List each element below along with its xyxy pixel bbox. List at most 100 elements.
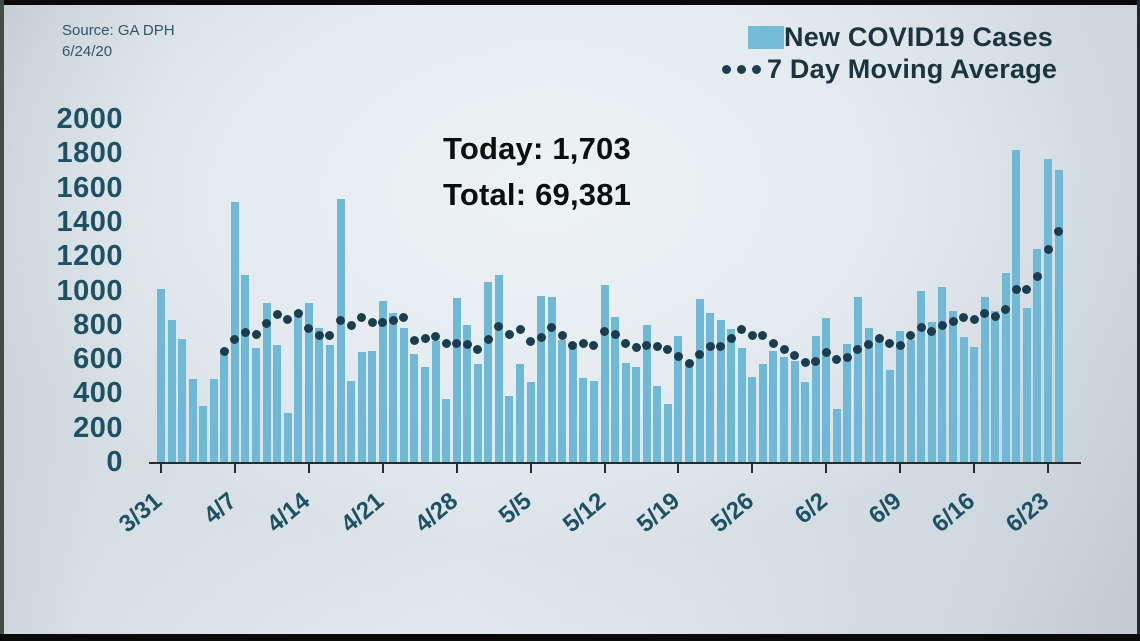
moving-average-dot bbox=[1032, 272, 1042, 282]
x-axis-tick bbox=[825, 464, 828, 473]
x-axis-tick bbox=[381, 464, 384, 473]
x-axis-tick bbox=[233, 464, 236, 473]
moving-average-dot bbox=[272, 309, 282, 319]
x-axis-tick-label: 5/5 bbox=[494, 487, 537, 530]
moving-average-dot bbox=[388, 315, 398, 325]
bar bbox=[209, 379, 218, 462]
bar bbox=[410, 354, 419, 462]
bar bbox=[442, 399, 451, 462]
bar bbox=[199, 406, 208, 462]
bar bbox=[1001, 273, 1010, 462]
x-axis-tick-label: 3/31 bbox=[114, 487, 168, 538]
bar bbox=[695, 298, 704, 462]
moving-average-dot bbox=[758, 331, 768, 341]
y-axis-tick-label: 600 bbox=[73, 343, 123, 376]
bar bbox=[547, 297, 556, 462]
bar bbox=[368, 350, 377, 462]
x-axis-tick bbox=[899, 464, 902, 473]
bar bbox=[347, 381, 356, 462]
x-axis-tick-label: 4/14 bbox=[262, 487, 316, 538]
moving-average-dot bbox=[906, 330, 916, 340]
bar bbox=[896, 331, 905, 462]
moving-average-dot bbox=[536, 332, 546, 342]
x-axis-tick bbox=[307, 464, 310, 473]
bar bbox=[357, 352, 366, 462]
bar bbox=[822, 317, 831, 462]
bar bbox=[843, 343, 852, 462]
bar bbox=[178, 338, 187, 462]
moving-average-dot bbox=[737, 325, 747, 335]
bar bbox=[949, 311, 957, 462]
moving-average-dot bbox=[1043, 245, 1053, 255]
plot-area bbox=[149, 119, 1081, 473]
bar bbox=[484, 282, 493, 462]
moving-average-dot bbox=[716, 341, 726, 351]
moving-average-dot bbox=[790, 350, 800, 360]
moving-average-dot bbox=[346, 321, 356, 331]
moving-average-dot bbox=[409, 335, 419, 345]
y-axis-tick-label: 1600 bbox=[56, 171, 123, 204]
bar bbox=[906, 340, 915, 462]
moving-average-dot bbox=[441, 338, 451, 348]
x-axis-tick-label: 6/16 bbox=[927, 487, 981, 538]
moving-average-dot bbox=[304, 323, 314, 333]
moving-average-dot bbox=[378, 317, 388, 327]
x-axis-tick-label: 6/9 bbox=[863, 487, 907, 530]
moving-average-dot bbox=[293, 309, 303, 319]
y-axis-tick-label: 200 bbox=[73, 411, 123, 444]
bar bbox=[1044, 158, 1053, 462]
bar bbox=[516, 363, 525, 462]
y-axis-tick-label: 800 bbox=[73, 308, 123, 341]
moving-average-dot bbox=[325, 331, 335, 341]
bar bbox=[780, 356, 789, 462]
moving-average-dot bbox=[652, 341, 662, 351]
moving-average-dot bbox=[811, 356, 821, 366]
moving-average-dot bbox=[874, 334, 884, 343]
bar bbox=[315, 328, 324, 462]
moving-average-dot bbox=[673, 352, 683, 362]
x-axis-tick bbox=[455, 464, 458, 473]
moving-average-dot bbox=[631, 343, 641, 353]
moving-average-dot bbox=[357, 312, 367, 322]
bar bbox=[1022, 307, 1031, 462]
moving-average-dot bbox=[283, 314, 293, 324]
moving-average-dot bbox=[705, 342, 715, 352]
source-attribution: Source: GA DPH 6/24/20 bbox=[62, 20, 175, 62]
bar bbox=[262, 302, 271, 462]
x-axis-tick bbox=[529, 464, 532, 473]
legend-ma-label: 7 Day Moving Average bbox=[767, 53, 1058, 84]
moving-average-dot bbox=[980, 308, 990, 318]
moving-average-dot bbox=[642, 340, 652, 350]
bar bbox=[157, 288, 165, 462]
x-axis-tick-label: 5/19 bbox=[631, 487, 685, 538]
y-axis-tick-label: 1800 bbox=[56, 137, 123, 170]
y-axis-tick-label: 1000 bbox=[56, 274, 123, 307]
moving-average-dot bbox=[610, 330, 620, 340]
x-axis-tick bbox=[160, 464, 162, 473]
moving-average-dot bbox=[483, 335, 493, 344]
bar-series-swatch-icon bbox=[748, 25, 784, 49]
moving-average-dot bbox=[768, 338, 778, 348]
y-axis-tick-label: 400 bbox=[73, 377, 123, 410]
moving-average-dot bbox=[842, 353, 852, 363]
moving-average-dot bbox=[494, 321, 504, 331]
bottom-edge-strip bbox=[0, 634, 1140, 641]
moving-average-dot bbox=[399, 313, 409, 323]
moving-average-dot bbox=[600, 327, 610, 336]
moving-average-dot bbox=[832, 354, 842, 364]
bar bbox=[737, 348, 746, 462]
moving-average-dot bbox=[853, 345, 863, 354]
bar bbox=[959, 336, 968, 462]
moving-average-dot bbox=[251, 329, 261, 339]
bar bbox=[431, 341, 440, 462]
moving-average-dot bbox=[262, 318, 272, 328]
bar bbox=[927, 322, 936, 462]
moving-average-dot bbox=[504, 329, 514, 339]
bar bbox=[716, 320, 725, 462]
moving-average-dot bbox=[969, 314, 979, 324]
bar bbox=[853, 297, 862, 462]
bar bbox=[991, 311, 1000, 462]
moving-average-dot bbox=[948, 317, 958, 327]
moving-average-dot bbox=[452, 338, 462, 348]
